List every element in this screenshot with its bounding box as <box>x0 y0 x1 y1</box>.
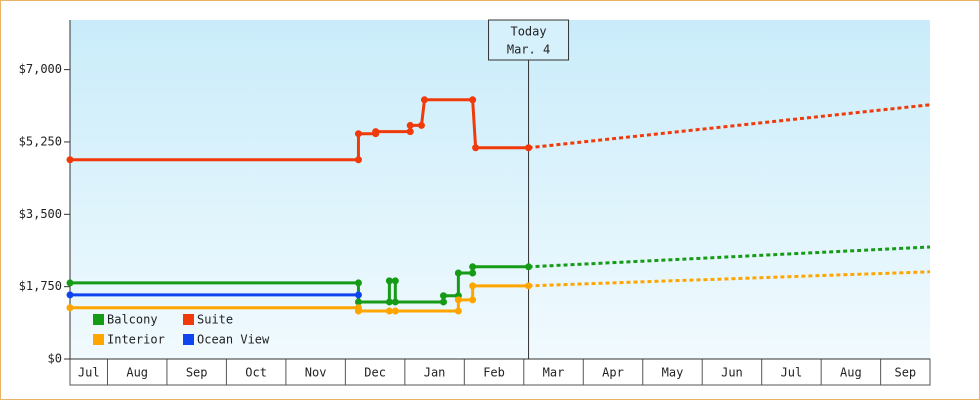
price-point <box>417 121 425 129</box>
today-label: Today <box>510 25 546 39</box>
price-point <box>391 298 399 306</box>
price-point <box>469 269 477 277</box>
x-tick-label: Oct <box>245 366 267 380</box>
forecast-line <box>528 270 931 288</box>
price-point <box>525 263 533 271</box>
forecast-line <box>528 245 931 269</box>
x-tick-label: Sep <box>186 366 208 380</box>
price-point <box>385 277 393 285</box>
price-point <box>525 144 533 152</box>
price-point <box>385 298 393 306</box>
legend-label: Suite <box>197 313 233 327</box>
price-point <box>354 307 362 315</box>
price-point <box>469 296 477 304</box>
price-point <box>354 298 362 306</box>
legend-swatch <box>183 334 194 345</box>
today-label: Mar. 4 <box>507 43 550 57</box>
y-tick-label: $7,000 <box>19 62 62 76</box>
price-point <box>439 298 447 306</box>
x-tick-label: Jul <box>781 366 803 380</box>
legend-swatch <box>93 334 104 345</box>
today-box <box>488 19 570 61</box>
x-tick-label: Jun <box>721 366 743 380</box>
y-tick-label: $5,250 <box>19 134 62 148</box>
price-point <box>525 282 533 290</box>
forecast-line <box>528 103 931 150</box>
price-point <box>439 292 447 300</box>
price-point <box>469 263 477 271</box>
price-point <box>469 282 477 290</box>
legend-swatch <box>93 314 104 325</box>
price-point <box>454 269 462 277</box>
plot-area <box>70 20 930 359</box>
x-tick-label: Apr <box>602 366 624 380</box>
x-tick-label: Aug <box>840 366 862 380</box>
price-point <box>406 128 414 136</box>
y-tick-label: $1,750 <box>19 279 62 293</box>
x-tick-label: May <box>662 366 684 380</box>
price-point <box>472 144 480 152</box>
x-tick-label: Jul <box>78 366 100 380</box>
x-tick-label: Sep <box>894 366 916 380</box>
price-point <box>420 96 428 104</box>
price-point <box>391 277 399 285</box>
price-point <box>385 307 393 315</box>
legend-swatch <box>183 314 194 325</box>
price-point <box>66 279 74 287</box>
price-point <box>354 291 362 299</box>
price-point <box>354 130 362 138</box>
legend-label: Interior <box>107 333 165 347</box>
legend-label: Ocean View <box>197 333 270 347</box>
x-tick-label: Nov <box>305 366 327 380</box>
price-point <box>406 121 414 129</box>
x-tick-label: Mar <box>543 366 565 380</box>
y-tick-label: $0 <box>48 352 62 366</box>
price-point <box>372 128 380 136</box>
price-point <box>66 156 74 164</box>
x-tick-label: Feb <box>483 366 505 380</box>
price-point <box>66 304 74 312</box>
price-point <box>354 279 362 287</box>
price-point <box>469 96 477 104</box>
price-point <box>391 307 399 315</box>
price-point <box>454 296 462 304</box>
legend-label: Balcony <box>107 313 158 327</box>
x-tick-label: Aug <box>126 366 148 380</box>
price-point <box>354 156 362 164</box>
x-tick-label: Dec <box>364 366 386 380</box>
price-point <box>66 291 74 299</box>
y-tick-label: $3,500 <box>19 207 62 221</box>
x-tick-label: Jan <box>424 366 446 380</box>
price-point <box>454 307 462 315</box>
